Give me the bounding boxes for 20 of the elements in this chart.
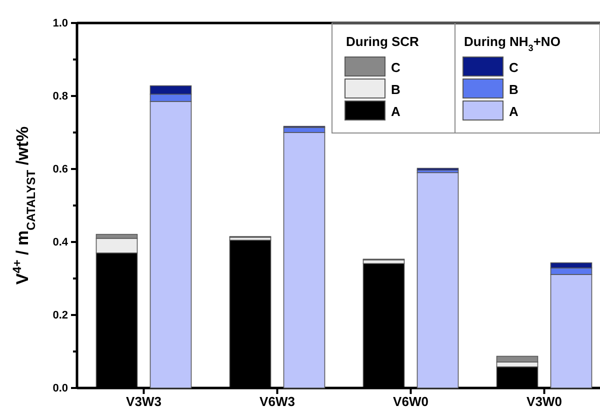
legend-label: C — [509, 60, 519, 75]
y-tick-label: 0.2 — [52, 310, 68, 322]
y-tick-label: 0.0 — [52, 382, 68, 395]
legend-label: B — [509, 82, 518, 97]
bar — [416, 172, 459, 388]
bar — [283, 132, 326, 388]
y-tick-label: 0.8 — [52, 90, 68, 103]
legend-label: C — [391, 60, 401, 75]
x-tick-label: V3W3 — [126, 394, 162, 410]
x-tick-label: V6W0 — [393, 394, 428, 410]
legend-title: During NH$_{3}$+NO — [464, 34, 560, 53]
legend-label: B — [391, 82, 400, 97]
x-tick-label: V3W0 — [526, 394, 562, 410]
y-tick-label: 0.6 — [52, 164, 68, 176]
x-tick-label: V6W3 — [260, 394, 295, 410]
y-tick-label: 1.0 — [52, 18, 68, 30]
legend-title: During SCR — [346, 34, 420, 49]
legend-label: A — [391, 104, 401, 119]
legend-label: A — [509, 104, 519, 119]
y-tick-label: 0.4 — [52, 236, 69, 249]
